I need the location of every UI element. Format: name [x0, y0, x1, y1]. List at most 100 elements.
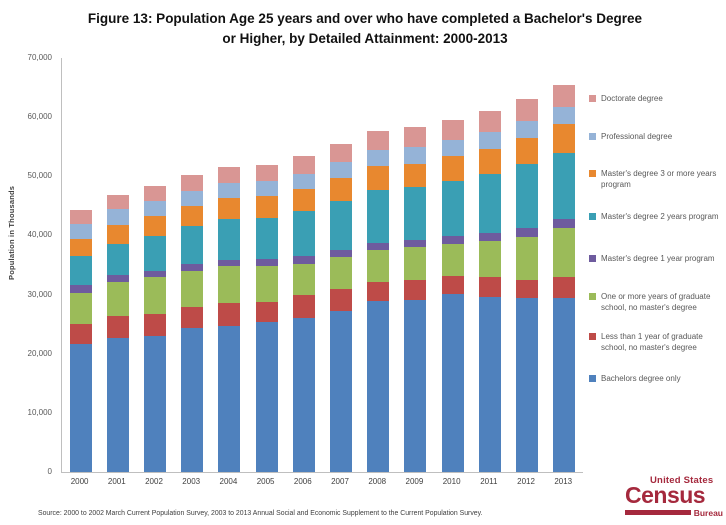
legend-swatch-icon: [589, 95, 596, 102]
bar-segment: [516, 236, 539, 281]
bar-segment: [292, 210, 315, 257]
bar-segment: [181, 226, 204, 265]
y-tick-label: 20,000: [27, 348, 52, 358]
bar-segment: [441, 140, 464, 157]
x-tick-label: 2005: [256, 477, 275, 486]
y-tick-label: 0: [47, 467, 52, 476]
bar-segment: [516, 228, 539, 237]
bar-segment: [106, 275, 129, 283]
bar-segment: [106, 194, 129, 210]
x-tick-label: 2007: [331, 477, 349, 486]
chart-title-line2: or Higher, by Detailed Attainment: 2000-…: [222, 31, 508, 47]
bar-segment: [292, 173, 315, 189]
legend-swatch-icon: [589, 213, 596, 220]
bar-segment: [144, 314, 166, 336]
bar-segment: [441, 120, 464, 141]
bar-segment: [69, 256, 92, 286]
legend-swatch-icon: [589, 375, 596, 382]
bar-segment: [516, 280, 539, 299]
x-tick-label: 2004: [219, 477, 238, 486]
bar-segment: [441, 243, 464, 276]
bar-segment: [553, 277, 576, 298]
bar-segment: [478, 110, 501, 132]
bar-segment: [69, 285, 92, 293]
bar-segment: [330, 249, 353, 257]
bar-segment: [144, 277, 166, 315]
stacked-bar-2012: [516, 98, 539, 472]
bar-segment: [218, 167, 241, 183]
bar-segment: [144, 270, 166, 278]
x-tick-label: 2001: [107, 477, 126, 486]
stacked-bar-2009: [404, 127, 427, 472]
bar-segment: [330, 178, 353, 202]
logo-underline-bar: [625, 510, 691, 516]
bar-segment: [181, 307, 204, 329]
bar-segment: [553, 227, 576, 278]
bar-segment: [441, 156, 464, 181]
bar-segment: [144, 200, 166, 216]
x-tick-label: 2006: [293, 477, 312, 486]
logo-bureau-text: Bureau: [693, 507, 723, 518]
bar-segment: [292, 263, 315, 295]
bar-segment: [330, 256, 353, 289]
bar-segment: [106, 282, 129, 316]
source-note: Source: 2000 to 2002 March Current Popul…: [38, 510, 483, 517]
legend-swatch-icon: [589, 293, 596, 300]
stacked-bar-2001: [106, 194, 129, 472]
bar-segment: [553, 84, 576, 108]
bar-segment: [255, 301, 278, 323]
legend-item: Master's degree 1 year program: [589, 254, 715, 265]
bar-segment: [255, 196, 278, 218]
bar-segment: [553, 123, 576, 153]
legend-swatch-icon: [589, 333, 596, 340]
legend-label: Bachelors degree only: [601, 374, 681, 383]
bar-segment: [292, 256, 315, 264]
bar-segment: [330, 143, 353, 163]
legend-item: One or more years of graduate school, no…: [589, 292, 724, 314]
x-tick-label: 2012: [517, 477, 535, 486]
chart-title: Figure 13: Population Age 25 years and o…: [60, 9, 670, 50]
bar-segment: [144, 215, 166, 237]
bar-segment: [144, 336, 166, 472]
bar-segment: [292, 294, 315, 318]
bar-segment: [106, 337, 129, 472]
bar-segment: [181, 264, 204, 271]
bar-segment: [404, 127, 427, 147]
bar-segment: [69, 292, 92, 325]
bar-segment: [516, 163, 539, 229]
stacked-bar-2007: [330, 143, 353, 472]
bar-segment: [441, 275, 464, 294]
legend-swatch-icon: [589, 133, 596, 140]
bar-segment: [441, 180, 464, 237]
bar-segment: [330, 288, 353, 311]
bar-segment: [553, 297, 576, 472]
legend-item: Master's degree 3 or more years program: [589, 169, 724, 191]
bar-segment: [367, 282, 390, 301]
bar-segment: [330, 162, 353, 179]
stacked-bar-2003: [181, 175, 204, 472]
bar-segment: [69, 238, 92, 257]
bar-segment: [69, 324, 92, 344]
bar-segment: [478, 296, 501, 472]
bar-segment: [441, 236, 464, 244]
bar-segment: [441, 294, 464, 472]
bar-segment: [144, 185, 166, 201]
stacked-bar-2000: [69, 209, 92, 472]
bar-segment: [106, 243, 129, 276]
bar-segment: [478, 277, 501, 297]
bar-segment: [367, 190, 390, 243]
y-tick-label: 10,000: [27, 407, 52, 417]
y-tick-label: 30,000: [27, 289, 52, 299]
stacked-bar-2005: [255, 165, 278, 472]
bar-segment: [367, 149, 390, 167]
y-tick-label: 40,000: [27, 230, 52, 240]
bar-segment: [404, 240, 427, 248]
bar-segment: [69, 223, 92, 239]
stacked-bar-2004: [218, 167, 241, 472]
logo-united-states-text: United States: [650, 475, 714, 486]
logo-bureau-row: Bureau: [625, 508, 723, 518]
bar-segment: [516, 98, 539, 121]
legend-label: Master's degree 1 year program: [601, 254, 715, 263]
bar-segment: [106, 315, 129, 338]
bar-segment: [478, 131, 501, 149]
